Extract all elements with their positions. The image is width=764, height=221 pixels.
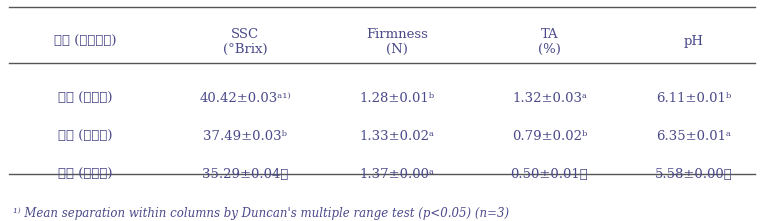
Text: 지역 (재배방법): 지역 (재배방법) (54, 35, 116, 48)
Text: 40.42±0.03ᵃ¹⁾: 40.42±0.03ᵃ¹⁾ (199, 92, 291, 105)
Text: 1.33±0.02ᵃ: 1.33±0.02ᵃ (360, 130, 435, 143)
Text: 0.79±0.02ᵇ: 0.79±0.02ᵇ (512, 130, 588, 143)
Text: ¹⁾ Mean separation within columns by Duncan's multiple range test (p<0.05) (n=3): ¹⁾ Mean separation within columns by Dun… (13, 207, 509, 220)
Text: 37.49±0.03ᵇ: 37.49±0.03ᵇ (203, 130, 287, 143)
Text: 1.37±0.00ᵃ: 1.37±0.00ᵃ (360, 168, 435, 181)
Text: TA
(%): TA (%) (538, 28, 561, 56)
Text: 6.11±0.01ᵇ: 6.11±0.01ᵇ (656, 92, 732, 105)
Text: Firmness
(N): Firmness (N) (366, 28, 428, 56)
Text: 0.50±0.01ၣ: 0.50±0.01ၣ (510, 168, 588, 181)
Text: pH: pH (684, 35, 704, 48)
Text: 6.35±0.01ᵃ: 6.35±0.01ᵃ (656, 130, 732, 143)
Text: 35.29±0.04ၣ: 35.29±0.04ၣ (202, 168, 288, 181)
Text: 서산 (한지형): 서산 (한지형) (58, 130, 112, 143)
Text: 1.32±0.03ᵃ: 1.32±0.03ᵃ (512, 92, 587, 105)
Text: 서산 (난지형): 서산 (난지형) (58, 168, 112, 181)
Text: 1.28±0.01ᵇ: 1.28±0.01ᵇ (360, 92, 435, 105)
Text: SSC
(°Brix): SSC (°Brix) (222, 28, 267, 56)
Text: 5.58±0.00ၣ: 5.58±0.00ၣ (656, 168, 733, 181)
Text: 천안 (한지형): 천안 (한지형) (58, 92, 112, 105)
